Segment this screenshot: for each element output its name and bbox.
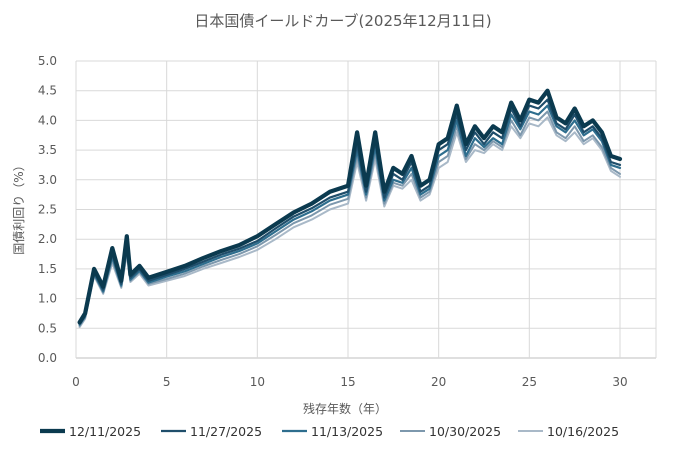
series-lines xyxy=(77,88,623,329)
x-tick-label: 0 xyxy=(72,375,80,389)
chart-title: 日本国債イールドカーブ(2025年12月11日) xyxy=(194,12,491,30)
x-tick-label: 30 xyxy=(612,375,627,389)
y-tick-label: 2.5 xyxy=(38,203,57,217)
y-tick-label: 1.5 xyxy=(38,262,57,276)
legend-label: 11/13/2025 xyxy=(311,424,383,439)
legend: 12/11/2025 11/27/2025 11/13/2025 10/30/2025… xyxy=(40,424,619,439)
series-line-11-27-2025 xyxy=(78,98,622,325)
x-tick-label: 25 xyxy=(522,375,537,389)
legend-label: 11/27/2025 xyxy=(190,424,262,439)
x-tick-label: 15 xyxy=(340,375,355,389)
legend-label: 10/30/2025 xyxy=(429,424,501,439)
x-tick-label: 20 xyxy=(431,375,446,389)
series-line-12-11-2025 xyxy=(77,88,623,325)
y-tick-label: 4.5 xyxy=(38,84,57,98)
y-tick-label: 1.0 xyxy=(38,292,57,306)
y-tick-label: 5.0 xyxy=(38,54,57,68)
x-axis-ticks: 0 5 10 15 20 25 30 xyxy=(72,375,627,389)
series-line-10-16-2025 xyxy=(78,116,621,329)
grid xyxy=(75,60,657,359)
series-line-11-13-2025 xyxy=(78,104,622,326)
y-tick-label: 0.5 xyxy=(38,321,57,335)
y-axis-title: 国債利回り（%） xyxy=(11,159,26,254)
y-tick-label: 0.0 xyxy=(38,351,57,365)
legend-label: 10/16/2025 xyxy=(547,424,619,439)
series-line-10-30-2025 xyxy=(78,110,621,327)
x-tick-label: 10 xyxy=(250,375,265,389)
y-tick-label: 3.0 xyxy=(38,173,57,187)
x-tick-label: 5 xyxy=(163,375,171,389)
legend-label: 12/11/2025 xyxy=(69,424,141,439)
y-tick-label: 2.0 xyxy=(38,232,57,246)
x-axis-title: 残存年数（年） xyxy=(303,401,387,416)
y-axis-ticks: 0.0 0.5 1.0 1.5 2.0 2.5 3.0 3.5 4.0 4.5 5.0 xyxy=(38,54,57,365)
y-tick-label: 3.5 xyxy=(38,143,57,157)
y-tick-label: 4.0 xyxy=(38,113,57,127)
